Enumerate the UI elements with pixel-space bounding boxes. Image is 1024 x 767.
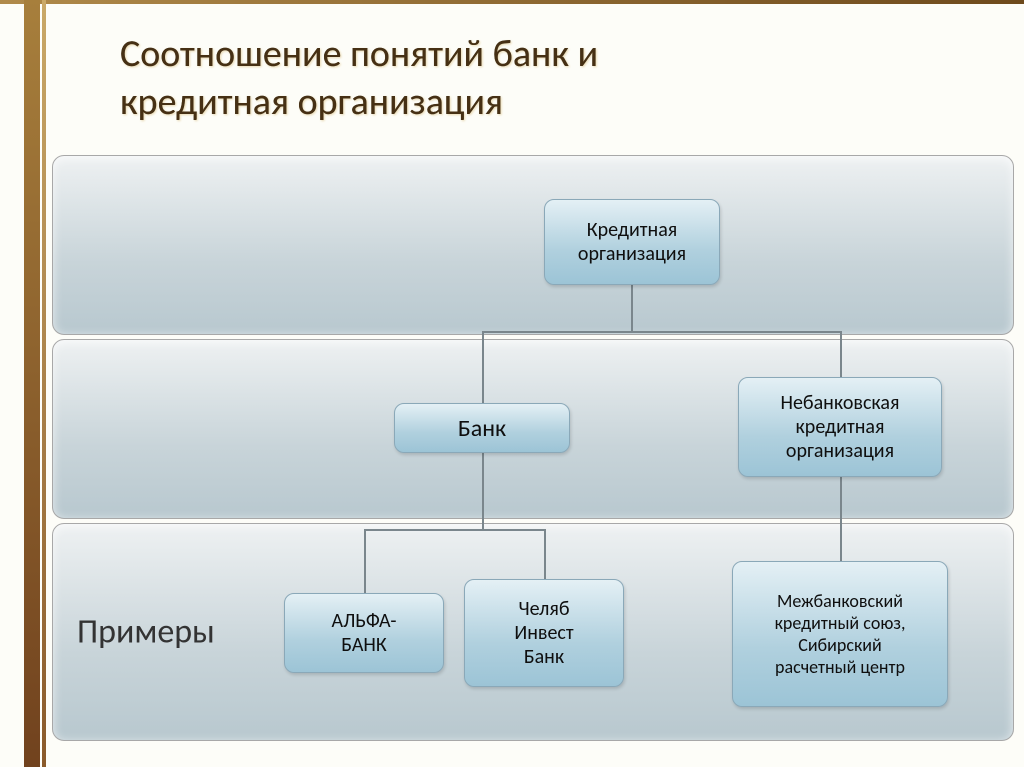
title-line-1: Соотношение понятий банк и bbox=[120, 30, 960, 78]
slide-title: Соотношение понятий банк и кредитная орг… bbox=[120, 30, 960, 126]
connector bbox=[544, 529, 546, 579]
connector bbox=[364, 529, 366, 593]
decor-border-left-outer bbox=[24, 0, 40, 767]
node-chelyab-invest-bank: ЧелябИнвестБанк bbox=[464, 579, 624, 687]
connector bbox=[482, 453, 484, 529]
node-bank: Банк bbox=[394, 403, 570, 453]
connector bbox=[840, 477, 842, 561]
swimlane-1 bbox=[52, 155, 1014, 335]
connector bbox=[364, 529, 544, 531]
node-alpha-bank: АЛЬФА-БАНК bbox=[284, 593, 444, 673]
decor-border-left-inner bbox=[42, 0, 46, 767]
connector bbox=[482, 331, 840, 333]
connector bbox=[482, 331, 484, 403]
swimlane-3-label: Примеры bbox=[77, 612, 215, 653]
decor-border-top bbox=[0, 0, 1024, 4]
node-nonbank-credit-org: Небанковскаякредитнаяорганизация bbox=[738, 377, 942, 477]
node-credit-organization: Кредитнаяорганизация bbox=[544, 199, 720, 285]
node-interbank-union: Межбанковскийкредитный союз,Сибирскийрас… bbox=[732, 561, 948, 707]
connector bbox=[840, 331, 842, 377]
title-line-2: кредитная организация bbox=[120, 78, 960, 126]
slide: Соотношение понятий банк и кредитная орг… bbox=[0, 0, 1024, 767]
connector bbox=[631, 285, 633, 331]
diagram-container: Примеры Кредитнаяорганизация Банк Небанк… bbox=[52, 155, 1014, 747]
